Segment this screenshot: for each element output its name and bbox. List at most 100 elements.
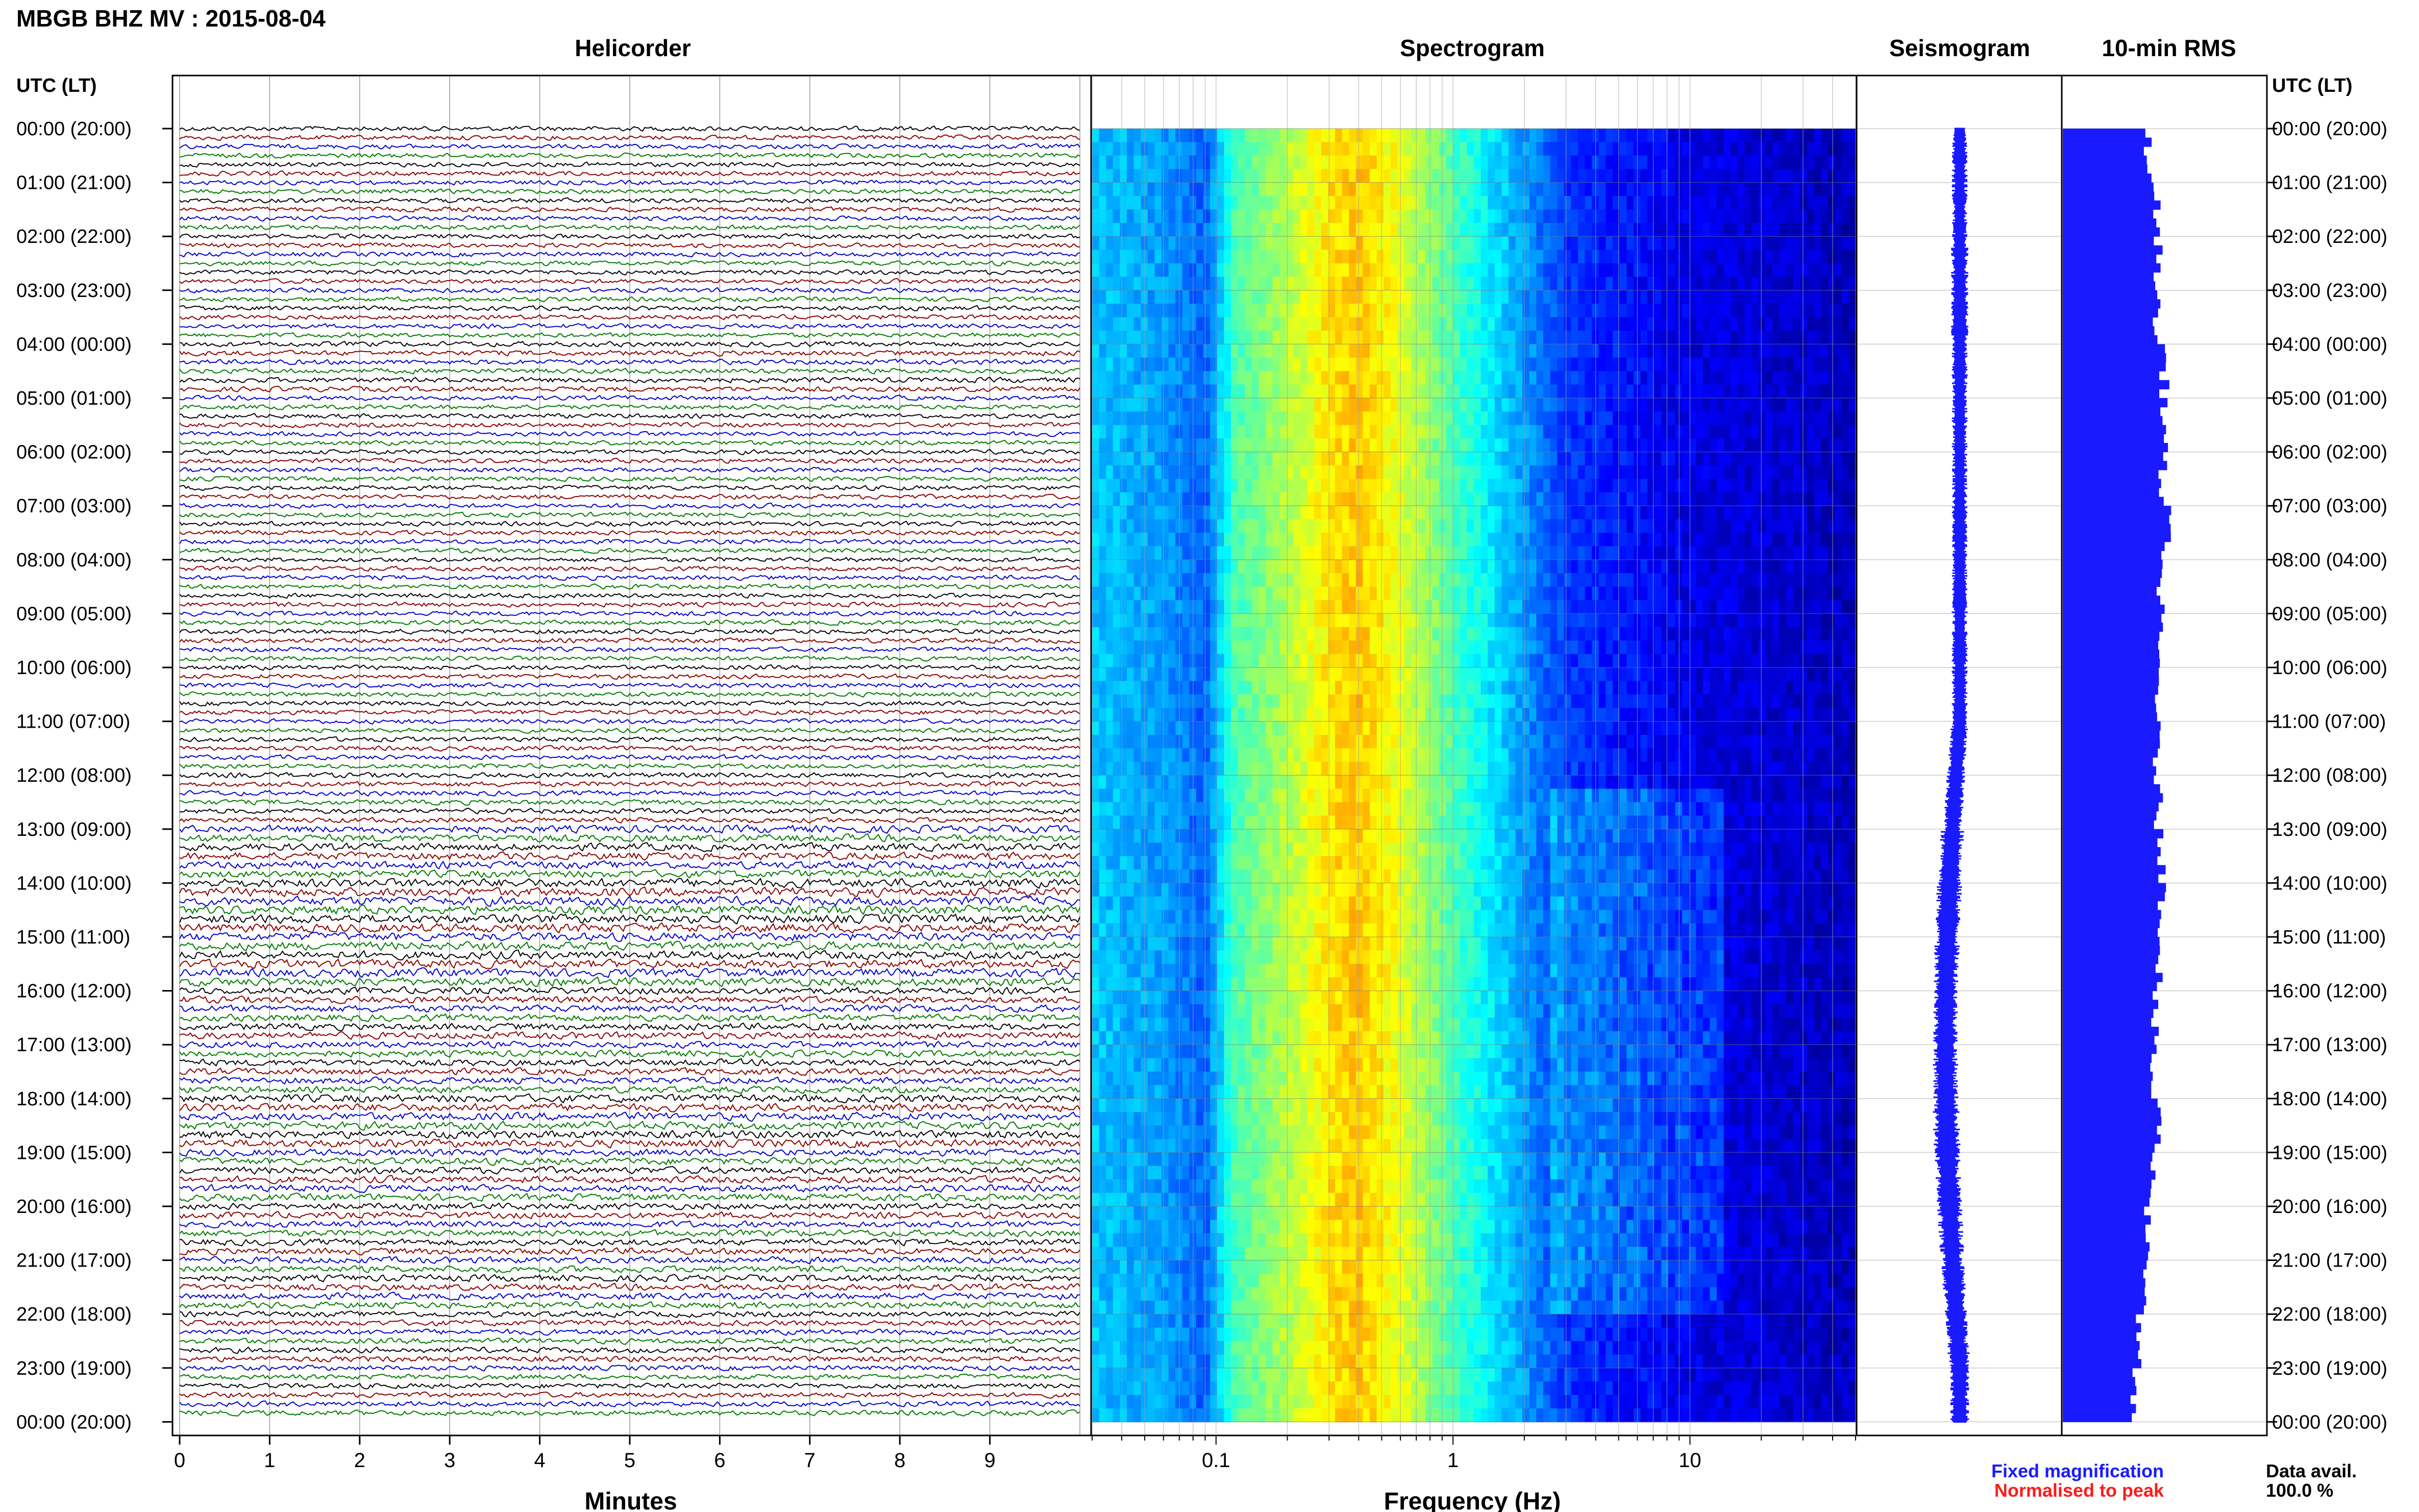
spectrogram-cell (1522, 371, 1530, 385)
spectrogram-cell (1786, 263, 1794, 278)
spectrogram-cell (1251, 681, 1260, 695)
spectrogram-cell (1258, 209, 1266, 224)
spectrogram-cell (1744, 438, 1752, 453)
spectrogram-cell (1626, 277, 1634, 291)
spectrogram-cell (1606, 654, 1613, 668)
spectrogram-cell (1363, 533, 1370, 547)
spectrogram-cell (1841, 384, 1849, 399)
spectrogram-cell (1446, 398, 1453, 412)
spectrogram-cell (1578, 586, 1586, 601)
spectrogram-cell (1182, 654, 1190, 668)
spectrogram-cell (1626, 169, 1634, 183)
spectrogram-cell (1266, 492, 1273, 506)
spectrogram-cell (1376, 613, 1384, 628)
spectrogram-cell (1793, 142, 1800, 156)
spectrogram-cell (1474, 196, 1482, 210)
spectrogram-cell (1654, 236, 1662, 251)
spectrogram-cell (1828, 290, 1835, 304)
spectrogram-cell (1737, 236, 1745, 251)
spectrogram-cell (1585, 600, 1592, 614)
spectrogram-cell (1279, 169, 1287, 183)
spectrogram-cell (1154, 196, 1162, 210)
spectrogram-cell (1300, 155, 1308, 169)
spectrogram-cell (1432, 304, 1440, 318)
spectrogram-cell (1494, 304, 1502, 318)
spectrogram-cell (1168, 142, 1176, 156)
spectrogram-cell (1828, 654, 1835, 668)
spectrogram-cell (1196, 600, 1204, 614)
spectrogram-cell (1800, 708, 1808, 722)
spectrogram-cell (1411, 236, 1419, 251)
spectrogram-cell (1509, 196, 1516, 210)
spectrogram-cell (1370, 222, 1377, 237)
spectrogram-cell (1793, 559, 1800, 574)
spectrogram-cell (1127, 627, 1134, 641)
spectrogram-cell (1411, 304, 1419, 318)
spectrogram-cell (1210, 357, 1218, 371)
spectrogram-cell (1363, 209, 1370, 224)
spectrogram-cell (1731, 667, 1738, 682)
spectrogram-cell (1723, 465, 1731, 480)
spectrogram-cell (1793, 384, 1800, 399)
spectrogram-cell (1397, 209, 1405, 224)
spectrogram-cell (1307, 533, 1315, 547)
spectrogram-cell (1682, 169, 1690, 183)
spectrogram-cell (1147, 438, 1155, 453)
spectrogram-cell (1571, 209, 1578, 224)
spectrogram-cell (1536, 371, 1544, 385)
spectrogram-cell (1321, 681, 1329, 695)
spectrogram-cell (1488, 479, 1495, 493)
spectrogram-cell (1342, 559, 1349, 574)
spectrogram-cell (1598, 586, 1607, 601)
spectrogram-cell (1661, 519, 1669, 533)
spectrogram-cell (1439, 546, 1447, 560)
spectrogram-cell (1251, 277, 1260, 291)
spectrogram-cell (1425, 586, 1433, 601)
spectrogram-cell (1168, 586, 1176, 601)
spectrogram-cell (1640, 479, 1648, 493)
spectrogram-cell (1168, 452, 1176, 466)
spectrogram-cell (1619, 331, 1627, 345)
spectrogram-cell (1168, 479, 1176, 493)
spectrogram-cell (1397, 694, 1405, 708)
helicorder-trace (179, 404, 1080, 411)
spectrogram-cell (1529, 546, 1537, 560)
spectrogram-cell (1841, 411, 1849, 426)
helicorder-trace (179, 1409, 1080, 1417)
spectrogram-cell (1099, 222, 1106, 237)
spectrogram-cell (1133, 357, 1141, 371)
spectrogram-cell (1418, 452, 1426, 466)
spectrogram-cell (1821, 640, 1829, 655)
spectrogram-cell (1258, 667, 1266, 682)
spectrogram-cell (1279, 371, 1287, 385)
spectrogram-cell (1786, 519, 1794, 533)
helicorder-trace (179, 1211, 1080, 1220)
spectrogram-cell (1384, 331, 1391, 345)
spectrogram-cell (1619, 586, 1627, 601)
spectrogram-cell (1411, 290, 1419, 304)
spectrogram-cell (1571, 640, 1578, 655)
spectrogram-cell (1127, 479, 1134, 493)
spectrogram-cell (1772, 546, 1780, 560)
spectrogram-cell (1814, 155, 1821, 169)
spectrogram-cell (1293, 425, 1301, 439)
spectrogram-cell (1446, 209, 1453, 224)
spectrogram-cell (1203, 357, 1211, 371)
spectrogram-cell (1793, 533, 1800, 547)
spectrogram-cell (1800, 613, 1808, 628)
helicorder-trace (179, 1120, 1080, 1131)
spectrogram-cell (1828, 586, 1835, 601)
spectrogram-cell (1772, 371, 1780, 385)
spectrogram-cell (1779, 600, 1787, 614)
helicorder-trace (179, 394, 1080, 402)
spectrogram-cell (1113, 344, 1121, 358)
spectrogram-cell (1758, 411, 1766, 426)
spectrogram-cell (1710, 613, 1717, 628)
spectrogram-cell (1113, 546, 1121, 560)
spectrogram-cell (1668, 479, 1676, 493)
spectrogram-cell (1501, 142, 1509, 156)
spectrogram-cell (1203, 398, 1211, 412)
spectrogram-cell (1828, 573, 1835, 587)
spectrogram-cell (1335, 344, 1343, 358)
spectrogram-cell (1717, 384, 1724, 399)
